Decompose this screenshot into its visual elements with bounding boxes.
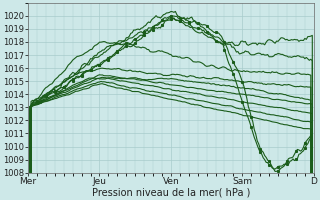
- X-axis label: Pression niveau de la mer( hPa ): Pression niveau de la mer( hPa ): [92, 187, 250, 197]
